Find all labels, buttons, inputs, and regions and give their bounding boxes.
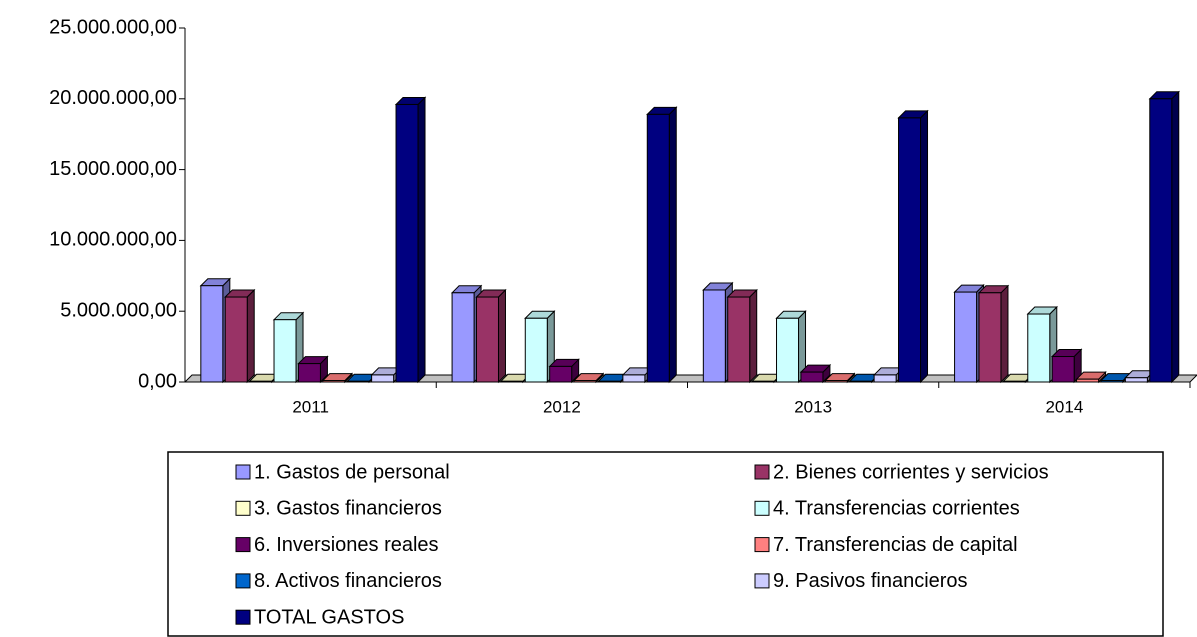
bar <box>898 117 922 383</box>
legend-label: 3. Gastos financieros <box>254 498 442 520</box>
bar-side <box>668 106 677 384</box>
bar <box>873 374 897 383</box>
bar <box>573 380 597 383</box>
bar <box>322 380 346 383</box>
bar <box>371 374 395 383</box>
bar <box>549 365 573 383</box>
bar <box>475 296 499 383</box>
bar <box>1051 356 1075 383</box>
bar <box>1076 378 1100 383</box>
y-tick-label: 5.000.000,00 <box>60 299 177 321</box>
x-tick-label: 2014 <box>1045 397 1083 416</box>
bar <box>200 285 224 383</box>
bar <box>395 103 419 383</box>
bar <box>224 296 248 383</box>
bar <box>727 296 751 383</box>
bar <box>751 380 775 383</box>
bar-side <box>920 109 929 384</box>
bar <box>1002 380 1026 383</box>
bar-side <box>1000 284 1009 384</box>
bar <box>978 292 1002 383</box>
bar <box>646 113 670 383</box>
bar-side <box>497 288 506 384</box>
legend-label: 2. Bienes corrientes y servicios <box>773 461 1049 483</box>
y-tick-label: 15.000.000,00 <box>49 158 177 180</box>
bar <box>524 317 548 383</box>
legend-label: 7. Transferencias de capital <box>773 534 1018 556</box>
bar <box>824 380 848 383</box>
bar <box>1124 377 1148 383</box>
legend-swatch <box>754 500 770 516</box>
y-tick-label: 10.000.000,00 <box>49 229 177 251</box>
bar <box>1149 98 1173 383</box>
legend-swatch <box>235 609 251 625</box>
legend-swatch <box>235 500 251 516</box>
legend-swatch <box>235 537 251 553</box>
x-tick-label: 2013 <box>794 397 832 416</box>
bar-side <box>749 288 758 384</box>
legend-label: 6. Inversiones reales <box>254 534 439 556</box>
bar <box>500 380 524 383</box>
bar-side <box>1171 90 1180 384</box>
legend-label: 9. Pasivos financieros <box>773 570 968 592</box>
legend-label: 1. Gastos de personal <box>254 461 450 483</box>
y-tick-label: 0,00 <box>138 370 177 392</box>
legend-swatch <box>754 464 770 480</box>
legend-swatch <box>235 573 251 589</box>
bar-side <box>417 96 426 384</box>
bar <box>702 289 726 383</box>
legend-label: 4. Transferencias corrientes <box>773 498 1020 520</box>
bar <box>249 380 273 383</box>
legend-swatch <box>754 537 770 553</box>
y-tick-label: 25.000.000,00 <box>49 16 177 38</box>
bar <box>273 319 297 383</box>
bar <box>800 371 824 383</box>
legend-label: TOTAL GASTOS <box>254 606 404 628</box>
bar <box>1027 313 1051 383</box>
bar-side <box>246 288 255 384</box>
bar <box>776 317 800 383</box>
legend-label: 8. Activos financieros <box>254 570 442 592</box>
bar <box>849 380 873 383</box>
bar <box>346 380 370 383</box>
bar <box>297 363 321 383</box>
legend-box <box>167 451 1164 637</box>
x-tick-label: 2012 <box>543 397 581 416</box>
x-tick-label: 2011 <box>292 397 329 416</box>
bar <box>1100 380 1124 383</box>
bar <box>954 291 978 383</box>
bar <box>451 292 475 383</box>
bar <box>597 380 621 383</box>
legend-swatch <box>235 464 251 480</box>
bar <box>622 374 646 383</box>
legend-swatch <box>754 573 770 589</box>
y-tick-label: 20.000.000,00 <box>49 87 177 109</box>
